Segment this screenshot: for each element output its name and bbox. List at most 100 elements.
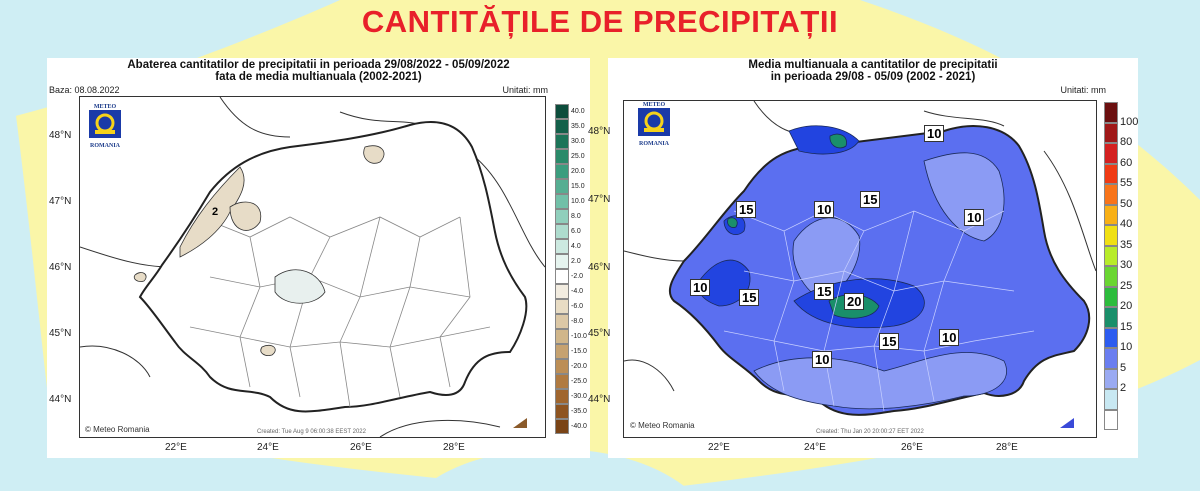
colorbar-swatch [555,374,569,389]
colorbar-swatch [1104,143,1118,164]
colorbar-swatch [1104,163,1118,184]
mean-map-title-line1: Media multianuala a cantitatilor de prec… [748,59,998,71]
lon-label-26: 26°E [901,442,923,453]
colorbar-label: 60 [1120,156,1133,169]
mean-contour-label: 10 [939,329,960,346]
lon-label-22: 22°E [708,442,730,453]
colorbar-label: 35.0 [571,122,585,130]
ncar-logo-icon [513,418,527,428]
colorbar-swatch [555,254,569,269]
mean-map-credit: © Meteo Romania [630,421,695,430]
anomaly-map-frame: 2 [79,96,546,438]
colorbar-swatch [1104,266,1118,287]
colorbar-label: -2.0 [571,272,584,280]
colorbar-swatch [1104,389,1118,410]
lon-label-28: 28°E [443,442,465,453]
colorbar-label: 15 [1120,320,1133,333]
colorbar-label: 2.0 [571,257,581,265]
colorbar-swatch [555,299,569,314]
colorbar-label: 35 [1120,238,1133,251]
mean-map-created: Created: Thu Jan 20 20:00:27 EET 2022 [816,429,924,435]
anomaly-map-title-line1: Abaterea cantitatilor de precipitatii in… [127,59,510,71]
colorbar-label: 40 [1120,218,1133,230]
colorbar-swatch [555,389,569,404]
lon-label-24: 24°E [257,442,279,453]
colorbar-label: -6.0 [571,302,584,310]
colorbar-label: 50 [1120,197,1133,210]
lon-label-28: 28°E [996,442,1018,453]
mean-map-title-line2: in perioada 29/08 - 05/09 (2002 - 2021) [770,71,976,83]
anomaly-contour-label: 2 [210,205,221,220]
lat-label-48: 48°N [588,126,611,137]
lat-label-45: 45°N [588,328,611,339]
mean-contour-label: 20 [844,293,865,310]
colorbar-swatch [1104,368,1118,389]
lat-label-46: 46°N [49,262,72,273]
colorbar-swatch [1104,348,1118,369]
mean-contour-label: 15 [860,191,881,208]
mean-contour-label: 15 [879,333,900,350]
colorbar-label: 4.0 [571,242,581,250]
colorbar-label: 30 [1120,259,1133,271]
colorbar-label: 40.0 [571,107,585,115]
colorbar-label: -40.0 [571,422,587,430]
lat-label-48: 48°N [49,130,72,141]
colorbar-label: 5 [1120,361,1127,374]
colorbar-swatch [555,314,569,329]
colorbar-swatch [555,134,569,149]
colorbar-swatch [555,179,569,194]
colorbar-label: -8.0 [571,317,584,325]
mean-contour-label: 15 [739,289,760,306]
mean-colorbar: 100 80 60 55 50 40 35 30 25 20 15 10 5 2 [1104,102,1138,430]
colorbar-swatch [1104,286,1118,307]
meteo-romania-logo: METEO ROMANIA [87,104,123,164]
colorbar-label: 20 [1120,300,1133,312]
colorbar-swatch [555,359,569,374]
colorbar-swatch [555,119,569,134]
colorbar-label: 25.0 [571,152,585,160]
colorbar-swatch [555,104,569,119]
anomaly-map-credit: © Meteo Romania [85,425,150,434]
colorbar-label: -35.0 [571,407,587,415]
mean-map-units: Unitati: mm [1060,85,1106,95]
anomaly-map-base-date: Baza: 08.08.2022 [49,85,120,95]
anomaly-map-panel: Abaterea cantitatilor de precipitatii in… [47,58,590,458]
mean-contour-label: 10 [964,209,985,226]
mean-contour-label: 10 [690,279,711,296]
colorbar-label: 25 [1120,279,1133,292]
anomaly-map-title-line2: fata de media multianuala (2002-2021) [215,71,422,83]
colorbar-label: -10.0 [571,332,587,340]
ncar-logo-icon [1060,418,1074,428]
colorbar-swatch [555,224,569,239]
mean-contour-label: 15 [814,283,835,300]
meteo-romania-logo: METEO ROMANIA [636,102,672,162]
colorbar-label: 10.0 [571,197,585,205]
colorbar-swatch [555,329,569,344]
mean-map-svg [624,101,1096,437]
colorbar-label: -15.0 [571,347,587,355]
colorbar-swatch [1104,122,1118,143]
colorbar-swatch [555,149,569,164]
lat-label-47: 47°N [49,196,72,207]
colorbar-swatch [1104,327,1118,348]
colorbar-swatch [555,269,569,284]
colorbar-swatch [555,194,569,209]
colorbar-label: 30.0 [571,137,585,145]
mean-map-panel: Media multianuala a cantitatilor de prec… [588,58,1138,458]
anomaly-map-units: Unitati: mm [502,85,548,95]
colorbar-label: -20.0 [571,362,587,370]
lat-label-46: 46°N [588,262,611,273]
colorbar-swatch [1104,225,1118,246]
colorbar-swatch [1104,102,1118,123]
colorbar-label: -30.0 [571,392,587,400]
colorbar-label: 15.0 [571,182,585,190]
logo-emblem-icon [638,108,670,136]
mean-contour-label: 10 [812,351,833,368]
colorbar-label: -25.0 [571,377,587,385]
colorbar-swatch [555,419,569,434]
colorbar-label: 20.0 [571,167,585,175]
lat-label-44: 44°N [49,394,72,405]
lat-label-45: 45°N [49,328,72,339]
mean-contour-label: 10 [814,201,835,218]
colorbar-swatch [1104,184,1118,205]
